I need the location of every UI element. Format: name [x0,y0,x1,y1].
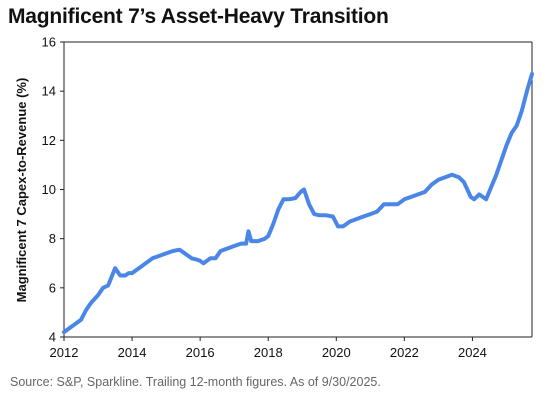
y-axis-label: Magnificent 7 Capex-to-Revenue (%) [14,78,29,303]
series-line [62,72,534,335]
y-tick-label: 4 [49,330,56,345]
y-tick-label: 10 [42,182,56,197]
y-tick-label: 14 [42,84,56,99]
x-ticks: 2012 2014 2016 2018 2020 2022 2024 [50,337,487,360]
x-tick-label: 2020 [322,345,351,360]
chart-title: Magnificent 7’s Asset-Heavy Transition [8,5,389,28]
x-tick-label: 2024 [458,345,487,360]
x-tick-label: 2022 [390,345,419,360]
y-tick-label: 6 [49,280,56,295]
x-tick-label: 2014 [118,345,147,360]
x-tick-label: 2016 [186,345,215,360]
y-tick-label: 12 [42,133,56,148]
source-note: Source: S&P, Sparkline. Trailing 12-mont… [10,375,381,389]
x-tick-label: 2018 [254,345,283,360]
x-tick-label: 2012 [50,345,79,360]
axes [63,41,533,338]
y-tick-label: 16 [42,35,56,50]
y-ticks: 4 6 8 10 12 14 16 [42,35,64,345]
y-tick-label: 8 [49,231,56,246]
